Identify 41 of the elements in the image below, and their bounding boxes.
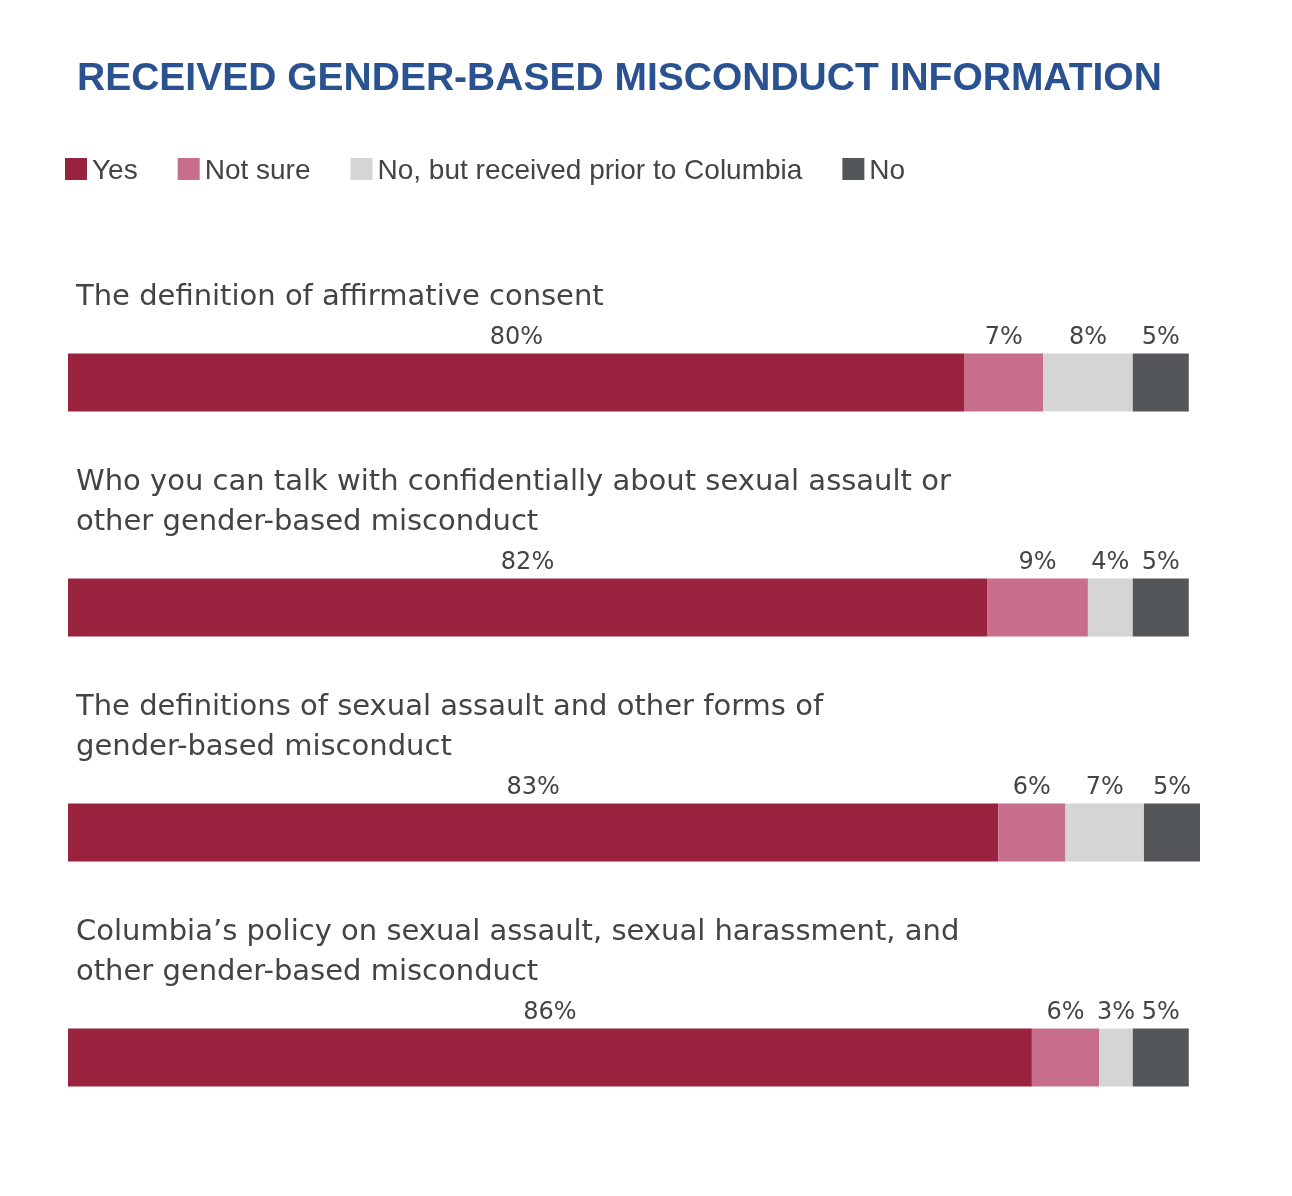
bar: [1065, 803, 1144, 862]
data-label: 7%: [1085, 771, 1124, 800]
bar: [964, 353, 1044, 412]
bar: [1132, 578, 1189, 637]
data-label: 6%: [1046, 996, 1085, 1025]
legend-label: Yes: [92, 153, 138, 185]
bar: [68, 353, 965, 412]
data-label: 86%: [523, 996, 577, 1025]
y-tick-label: Columbia’s policy on sexual assault, sexual harassment, and other gender-based misconduct: [76, 912, 969, 987]
y-tick-label: The definition of affirmative consent: [75, 277, 604, 312]
data-label: 3%: [1096, 996, 1135, 1025]
data-label: 9%: [1018, 546, 1057, 575]
data-label: 4%: [1091, 546, 1130, 575]
bar: [1087, 578, 1133, 637]
bar: [1143, 803, 1200, 862]
bar: [1132, 1028, 1189, 1087]
data-label: 82%: [500, 546, 555, 575]
bar: [1099, 1028, 1133, 1087]
data-label: 6%: [1012, 771, 1051, 800]
data-label: 5%: [1141, 546, 1180, 575]
chart-title: RECEIVED GENDER-BASED MISCONDUCT INFORMATION: [77, 55, 1162, 98]
data-label: 83%: [506, 771, 560, 800]
bar: [998, 803, 1066, 862]
legend-label: No: [869, 153, 906, 185]
data-label: 80%: [489, 321, 543, 350]
data-label: 5%: [1152, 771, 1192, 800]
bar: [1043, 353, 1133, 412]
bar: [68, 1028, 1032, 1087]
legend-label: Not sure: [204, 153, 311, 185]
bar: [1132, 353, 1189, 412]
data-label: 5%: [1141, 321, 1180, 350]
data-label: 7%: [984, 321, 1023, 350]
bar: [1031, 1028, 1100, 1087]
legend-label: No, but received prior to Columbia: [377, 153, 803, 185]
data-label: 8%: [1068, 321, 1107, 350]
y-tick-label: Who you can talk with confidentially about sexual assault or other gender-based misconduct: [76, 462, 961, 537]
bar: [68, 578, 988, 637]
data-label: 5%: [1141, 996, 1180, 1025]
y-tick-label: The definitions of sexual assault and other forms of gender-based misconduct: [75, 687, 833, 762]
bar: [68, 803, 999, 862]
bar: [987, 578, 1088, 637]
